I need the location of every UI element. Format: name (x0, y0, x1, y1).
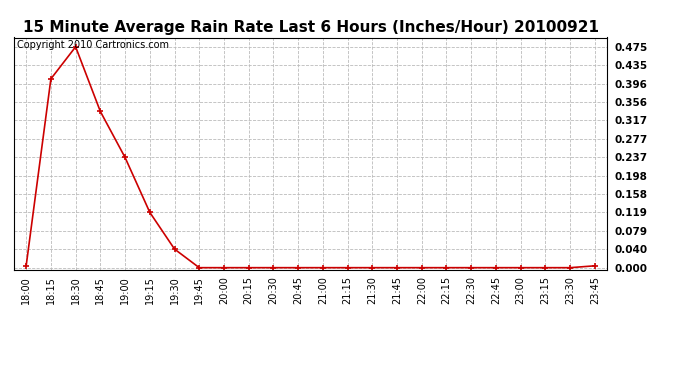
Text: Copyright 2010 Cartronics.com: Copyright 2010 Cartronics.com (17, 40, 169, 50)
Title: 15 Minute Average Rain Rate Last 6 Hours (Inches/Hour) 20100921: 15 Minute Average Rain Rate Last 6 Hours… (23, 20, 598, 35)
